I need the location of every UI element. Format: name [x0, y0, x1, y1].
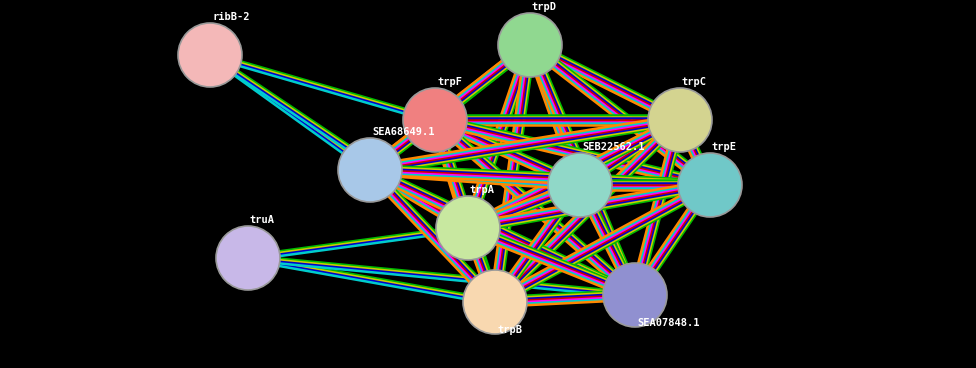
Circle shape: [678, 153, 742, 217]
Text: SEA07848.1: SEA07848.1: [637, 318, 700, 328]
Circle shape: [216, 226, 280, 290]
Text: truA: truA: [250, 215, 275, 225]
Circle shape: [338, 138, 402, 202]
Circle shape: [648, 88, 712, 152]
Text: SEA68649.1: SEA68649.1: [372, 127, 434, 137]
Circle shape: [548, 153, 612, 217]
Text: trpD: trpD: [532, 2, 557, 12]
Text: trpA: trpA: [470, 185, 495, 195]
Text: ribB-2: ribB-2: [212, 12, 250, 22]
Text: trpC: trpC: [682, 77, 707, 87]
Text: trpF: trpF: [437, 77, 462, 87]
Circle shape: [436, 196, 500, 260]
Circle shape: [498, 13, 562, 77]
Circle shape: [463, 270, 527, 334]
Circle shape: [403, 88, 467, 152]
Circle shape: [178, 23, 242, 87]
Circle shape: [603, 263, 667, 327]
Text: SEB22562.1: SEB22562.1: [582, 142, 644, 152]
Text: trpB: trpB: [497, 325, 522, 335]
Text: trpE: trpE: [712, 142, 737, 152]
